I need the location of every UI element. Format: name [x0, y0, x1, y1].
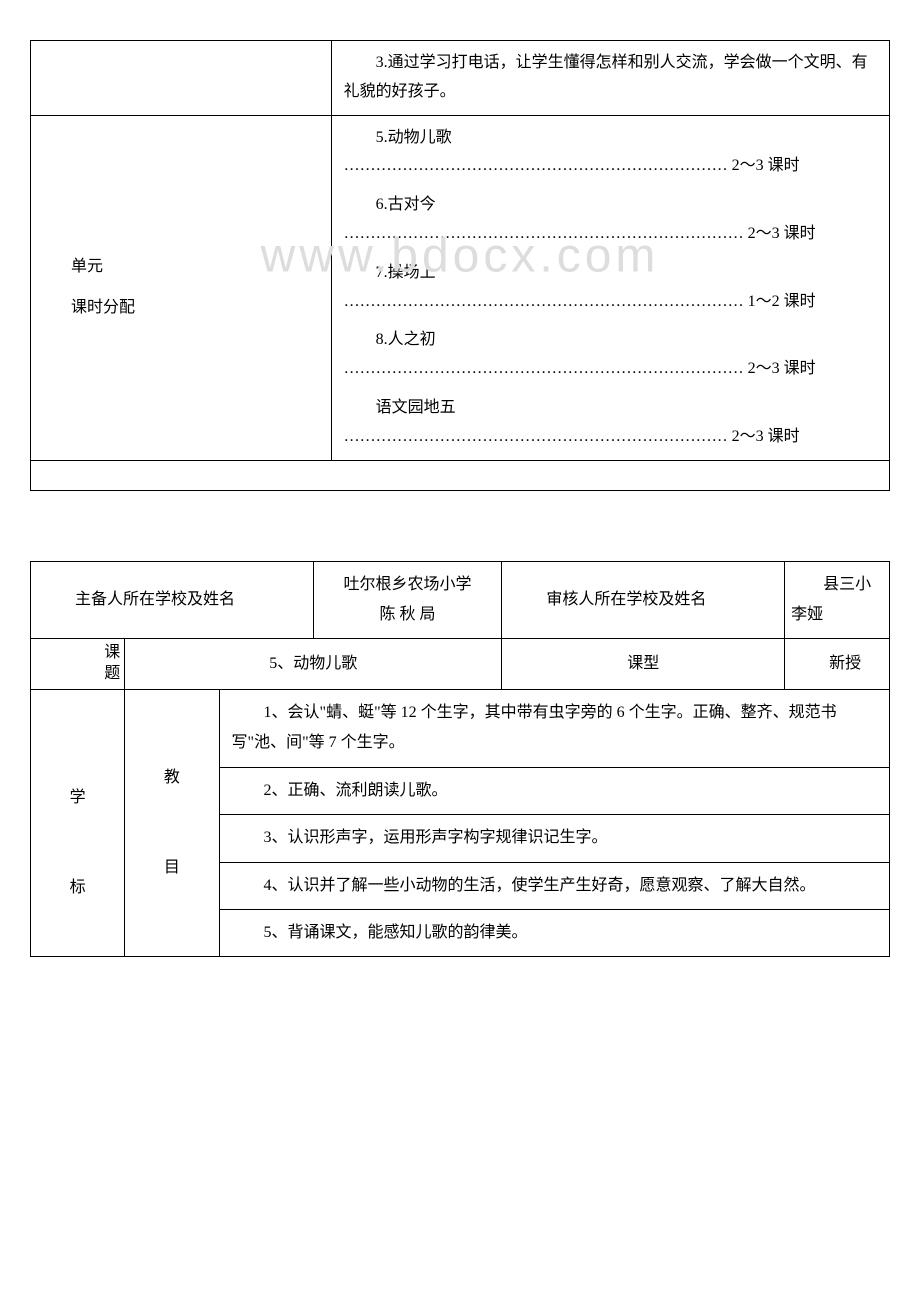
cell-goal-vlabel-right: 教 目: [125, 689, 219, 956]
cell-reviewer-label: 审核人所在学校及姓名: [502, 561, 785, 639]
item-dots: ………………………………………………………………… 2～3 课时: [344, 355, 877, 384]
cell-goal-3: 3.通过学习打电话，让学生懂得怎样和别人交流，学会做一个文明、有礼貌的好孩子。: [331, 41, 889, 116]
table-row: 3.通过学习打电话，让学生懂得怎样和别人交流，学会做一个文明、有礼貌的好孩子。: [31, 41, 890, 116]
cell-unit-label: 单元 课时分配: [31, 115, 332, 460]
cell-lesson-title: 5、动物儿歌: [125, 639, 502, 690]
cell-empty: [31, 41, 332, 116]
cell-goal-vlabel-left: 学 标: [31, 689, 125, 956]
cell-goal-1: 1、会认"蜻、蜓"等 12 个生字，其中带有虫字旁的 6 个生字。正确、整齐、规…: [219, 689, 889, 767]
table-row: 课题 5、动物儿歌 课型 新授: [31, 639, 890, 690]
cell-type-value: 新授: [785, 639, 890, 690]
preparer-name: 陈 秋 局: [326, 600, 490, 630]
cell-goal-2: 2、正确、流利朗读儿歌。: [219, 767, 889, 814]
cell-preparer-value: 吐尔根乡农场小学 陈 秋 局: [313, 561, 502, 639]
item-dots: ……………………………………………………………… 2～3 课时: [344, 152, 877, 181]
cell-preparer-label: 主备人所在学校及姓名: [31, 561, 314, 639]
cell-goal-5: 5、背诵课文，能感知儿歌的韵律美。: [219, 909, 889, 956]
unit-plan-table: 3.通过学习打电话，让学生懂得怎样和别人交流，学会做一个文明、有礼貌的好孩子。 …: [30, 40, 890, 491]
cell-goal-4: 4、认识并了解一些小动物的生活，使学生产生好奇，愿意观察、了解大自然。: [219, 862, 889, 909]
lesson-plan-table: 主备人所在学校及姓名 吐尔根乡农场小学 陈 秋 局 审核人所在学校及姓名 县三小…: [30, 561, 890, 958]
item-title: 语文园地五: [344, 394, 877, 423]
cell-reviewer-value: 县三小李娅: [785, 561, 890, 639]
cell-type-label: 课型: [502, 639, 785, 690]
unit-label: 单元: [71, 253, 319, 282]
item-dots: ………………………………………………………………… 2～3 课时: [344, 220, 877, 249]
item-title: 5.动物儿歌: [344, 124, 877, 153]
item-title: 7.操场上: [344, 259, 877, 288]
cell-period-list: 5.动物儿歌 ……………………………………………………………… 2～3 课时 6…: [331, 115, 889, 460]
item-dots: ………………………………………………………………… 1～2 课时: [344, 288, 877, 317]
char: 学: [35, 783, 120, 813]
item-title: 6.古对今: [344, 191, 877, 220]
char: 目: [129, 853, 214, 883]
period-label: 课时分配: [71, 294, 319, 323]
item-title: 8.人之初: [344, 326, 877, 355]
table-row-empty: [31, 460, 890, 490]
preparer-school: 吐尔根乡农场小学: [326, 570, 490, 600]
char: 标: [35, 873, 120, 903]
cell-lesson-label: 课题: [31, 639, 125, 690]
table-row: 学 标 教 目 1、会认"蜻、蜓"等 12 个生字，其中带有虫字旁的 6 个生字…: [31, 689, 890, 767]
cell-empty: [31, 460, 890, 490]
char: 教: [129, 763, 214, 793]
table-row: 主备人所在学校及姓名 吐尔根乡农场小学 陈 秋 局 审核人所在学校及姓名 县三小…: [31, 561, 890, 639]
cell-goal-3b: 3、认识形声字，运用形声字构字规律识记生字。: [219, 815, 889, 862]
item-dots: ……………………………………………………………… 2～3 课时: [344, 423, 877, 452]
lesson-label-text: 课题: [35, 643, 120, 685]
table-row: 单元 课时分配 5.动物儿歌 ……………………………………………………………… …: [31, 115, 890, 460]
